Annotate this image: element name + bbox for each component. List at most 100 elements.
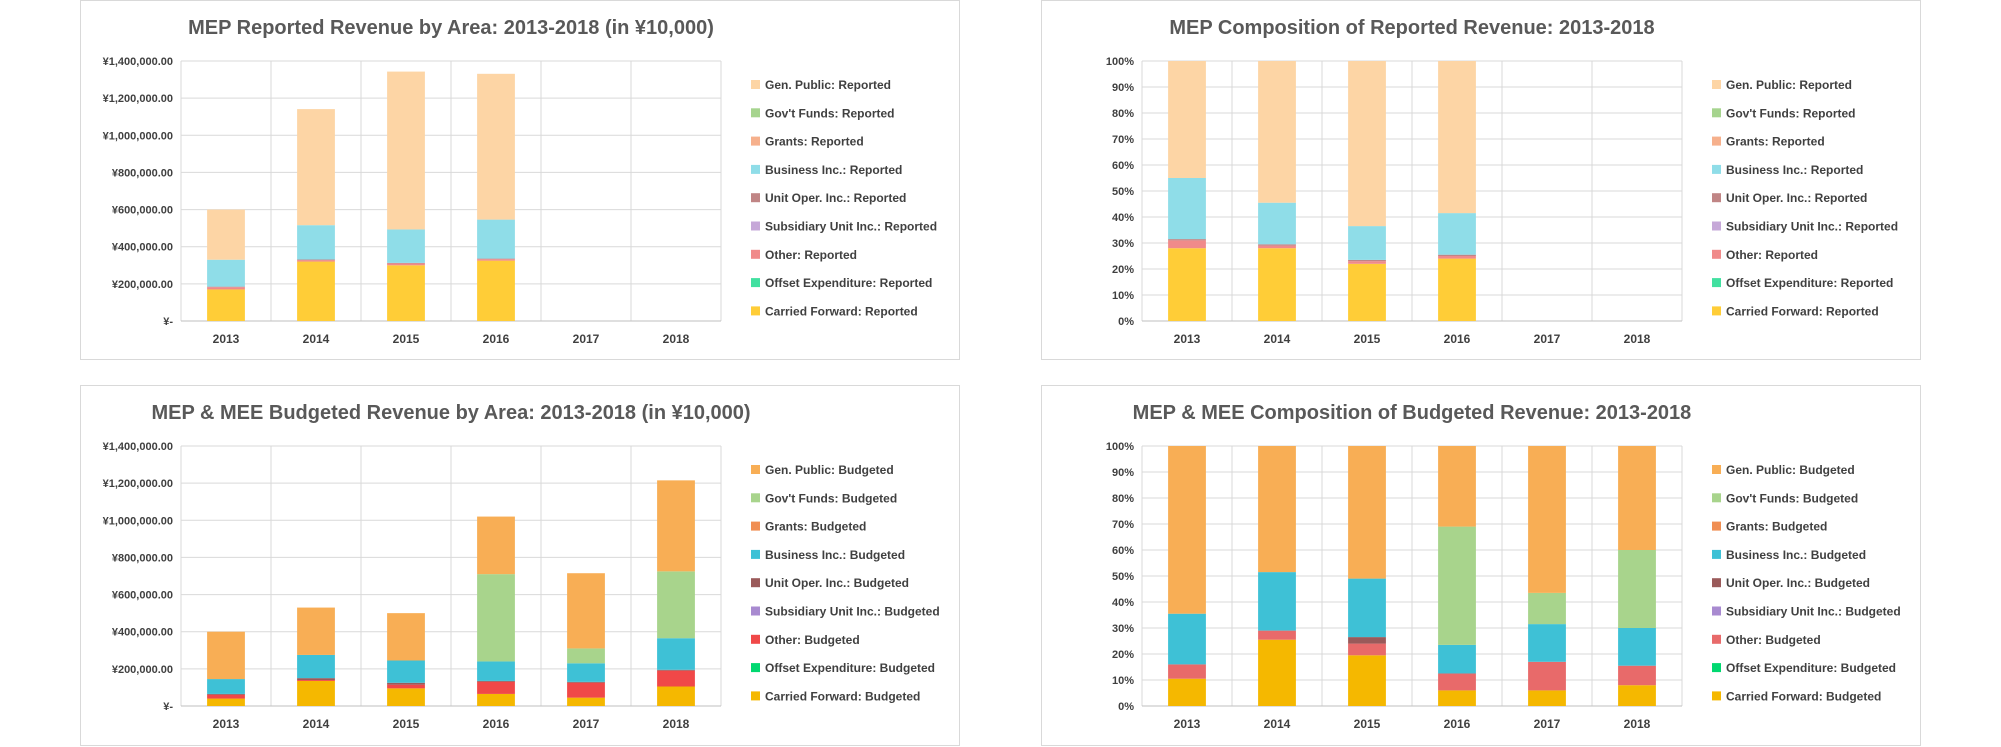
- legend-swatch: [1712, 108, 1721, 118]
- legend-swatch: [1712, 164, 1721, 174]
- bar-segment: [657, 638, 695, 670]
- legend-label: Gen. Public: Reported: [765, 78, 891, 92]
- x-tick-label: 2017: [1534, 332, 1561, 346]
- legend-label: Carried Forward: Reported: [765, 304, 918, 318]
- bar-segment: [1348, 259, 1386, 262]
- y-tick-label: 40%: [1112, 212, 1134, 224]
- legend-swatch: [1712, 193, 1721, 203]
- bar-segment: [567, 681, 605, 683]
- legend-label: Subsidiary Unit Inc.: Reported: [1726, 220, 1898, 234]
- x-tick-label: 2017: [1534, 717, 1561, 731]
- bar-segment: [207, 693, 245, 695]
- legend-label: Grants: Reported: [1726, 135, 1825, 149]
- y-tick-label: ¥1,200,000.00: [103, 93, 173, 105]
- x-tick-label: 2018: [663, 717, 690, 731]
- legend-swatch: [751, 578, 760, 588]
- x-tick-label: 2017: [573, 717, 600, 731]
- y-tick-label: ¥800,000.00: [112, 552, 173, 564]
- y-tick-label: ¥400,000.00: [112, 242, 173, 254]
- bar-segment: [297, 225, 335, 260]
- x-tick-label: 2015: [1354, 717, 1381, 731]
- y-tick-label: 90%: [1112, 467, 1134, 479]
- x-tick-label: 2014: [303, 332, 330, 346]
- bar-segment: [1348, 226, 1386, 260]
- bar-segment: [1168, 178, 1206, 240]
- legend-swatch: [751, 306, 760, 316]
- y-tick-label: ¥1,400,000.00: [103, 56, 173, 68]
- y-tick-label: 80%: [1112, 108, 1134, 120]
- x-tick-label: 2018: [663, 332, 690, 346]
- bar-segment: [1618, 628, 1656, 666]
- bar-segment: [387, 71, 425, 230]
- y-tick-label: ¥400,000.00: [112, 627, 173, 639]
- bar-segment: [207, 287, 245, 290]
- legend-label: Offset Expenditure: Budgeted: [1726, 661, 1896, 675]
- bar-segment: [297, 261, 335, 321]
- legend-label: Other: Budgeted: [1726, 633, 1821, 647]
- bar-segment: [1258, 248, 1296, 321]
- y-tick-label: ¥800,000.00: [112, 167, 173, 179]
- y-tick-label: 90%: [1112, 82, 1134, 94]
- chart-svg: MEP Composition of Reported Revenue: 201…: [1106, 17, 1898, 346]
- bar-segment: [387, 684, 425, 689]
- bar-segment: [477, 680, 515, 682]
- x-tick-label: 2013: [213, 717, 240, 731]
- bar-segment: [657, 571, 695, 639]
- legend-label: Gen. Public: Budgeted: [1726, 463, 1855, 477]
- legend-label: Unit Oper. Inc.: Budgeted: [765, 576, 909, 590]
- bar-segment: [1618, 446, 1656, 550]
- legend-swatch: [1712, 249, 1721, 259]
- bar-segment: [1348, 61, 1386, 227]
- bar-segment: [567, 648, 605, 664]
- chart-reported-revenue: MEP Reported Revenue by Area: 2013-2018 …: [80, 0, 960, 360]
- legend-swatch: [1712, 606, 1721, 616]
- legend-swatch: [1712, 136, 1721, 146]
- legend-label: Carried Forward: Budgeted: [1726, 689, 1881, 703]
- legend-label: Unit Oper. Inc.: Reported: [765, 191, 906, 205]
- bar-segment: [207, 698, 245, 706]
- bar-segment: [1168, 248, 1206, 321]
- legend-swatch: [751, 691, 760, 701]
- legend-label: Other: Reported: [1726, 248, 1818, 262]
- bar-segment: [1258, 630, 1296, 640]
- chart-svg: MEP & MEE Composition of Budgeted Revenu…: [1106, 402, 1901, 731]
- bar-segment: [207, 694, 245, 699]
- legend-swatch: [751, 521, 760, 531]
- bar-segment: [1528, 690, 1566, 706]
- legend-swatch: [1712, 465, 1721, 474]
- x-tick-label: 2016: [483, 332, 510, 346]
- bar-segment: [387, 263, 425, 266]
- bar-segment: [567, 663, 605, 682]
- bar-segment: [477, 516, 515, 575]
- x-tick-label: 2017: [573, 332, 600, 346]
- y-tick-label: 60%: [1112, 160, 1134, 172]
- y-tick-label: 20%: [1112, 649, 1134, 661]
- bar-segment: [1438, 256, 1476, 259]
- y-tick-label: 50%: [1112, 571, 1134, 583]
- y-tick-label: ¥600,000.00: [112, 205, 173, 217]
- legend-label: Grants: Budgeted: [765, 520, 866, 534]
- bar-segment: [1168, 664, 1206, 679]
- legend-swatch: [1712, 691, 1721, 701]
- x-tick-label: 2013: [1174, 332, 1201, 346]
- bar-segment: [1258, 245, 1296, 249]
- bar-segment: [1618, 685, 1656, 706]
- bar-segment: [387, 682, 425, 685]
- chart-svg: MEP Reported Revenue by Area: 2013-2018 …: [103, 17, 937, 346]
- y-tick-label: 80%: [1112, 493, 1134, 505]
- bar-segment: [207, 679, 245, 694]
- y-tick-label: 100%: [1106, 56, 1134, 68]
- bar-segment: [1168, 61, 1206, 178]
- bar-segment: [297, 259, 335, 261]
- legend-label: Unit Oper. Inc.: Budgeted: [1726, 576, 1870, 590]
- bar-segment: [207, 289, 245, 321]
- y-tick-label: ¥1,000,000.00: [103, 130, 173, 142]
- bar-segment: [387, 262, 425, 264]
- legend-label: Offset Expenditure: Reported: [765, 276, 932, 290]
- bar-segment: [387, 229, 425, 263]
- y-tick-label: ¥1,400,000.00: [103, 441, 173, 453]
- bar-segment: [567, 697, 605, 706]
- bar-segment: [657, 669, 695, 671]
- y-tick-label: ¥600,000.00: [112, 590, 173, 602]
- bar-segment: [1348, 446, 1386, 579]
